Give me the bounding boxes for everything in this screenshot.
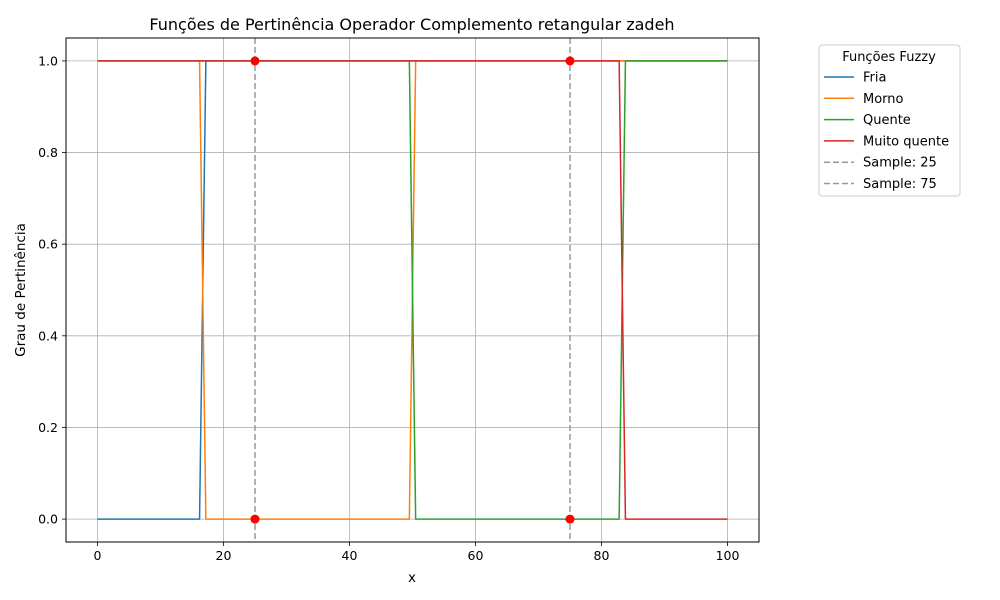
y-axis-label: Grau de Pertinência (13, 223, 29, 357)
x-tick-label: 0 (94, 548, 102, 563)
x-axis-label: x (408, 570, 416, 586)
y-tick-label: 0.4 (38, 328, 58, 343)
sample-marker (565, 514, 575, 524)
legend-label: Quente (863, 113, 911, 128)
x-ticks: 0 20 40 60 80 100 (94, 542, 740, 563)
legend-title: Funções Fuzzy (842, 50, 936, 65)
legend-label: Fria (863, 71, 886, 86)
legend-label: Morno (863, 92, 904, 107)
series-line (97, 60, 728, 520)
x-tick-label: 80 (594, 548, 610, 563)
plot-frame (65, 37, 760, 543)
y-ticks: 0.0 0.2 0.4 0.6 0.8 1.0 (38, 53, 66, 527)
sample-marker (250, 56, 260, 66)
y-tick-label: 0.6 (38, 237, 58, 252)
x-tick-label: 20 (216, 548, 232, 563)
sample-marker (250, 514, 260, 524)
sample-marker (565, 56, 575, 66)
series-lines (97, 60, 728, 520)
legend-label: Sample: 75 (863, 177, 937, 192)
sample-markers (250, 56, 575, 524)
legend-items: Fria Morno Quente Muito quente Sample: 25 Sam… (824, 71, 949, 192)
legend: Funções Fuzzy Fria Morno Quente Muito quent… (818, 44, 961, 197)
legend-label: Sample: 25 (863, 156, 937, 171)
x-tick-label: 40 (342, 548, 358, 563)
y-tick-label: 0.0 (38, 512, 58, 527)
x-tick-label: 100 (716, 548, 740, 563)
y-tick-label: 0.2 (38, 420, 58, 435)
legend-label: Muito quente (863, 134, 949, 149)
chart-title: Funções de Pertinência Operador Compleme… (149, 15, 674, 34)
y-tick-label: 1.0 (38, 53, 58, 68)
reference-lines (254, 38, 571, 542)
legend-box (818, 44, 961, 197)
series-line (97, 60, 728, 520)
y-tick-label: 0.8 (38, 145, 58, 160)
x-tick-label: 60 (468, 548, 484, 563)
